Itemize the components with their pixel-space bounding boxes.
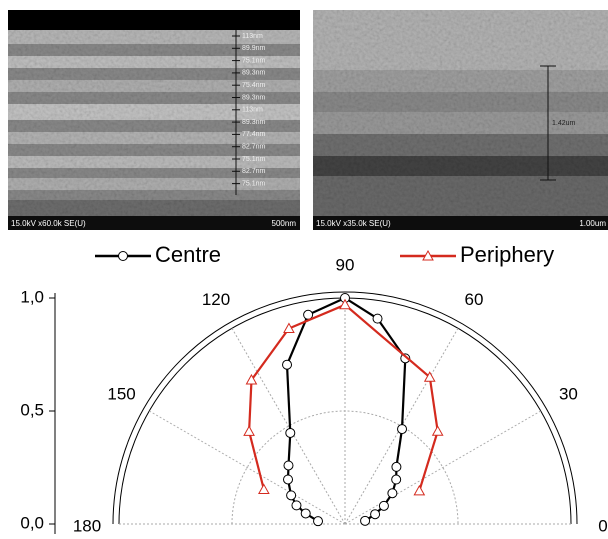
thickness-label: 75.1nm [242, 57, 266, 64]
polar-chart: 0,0 0,5 1,0 0 30 60 90 120 150 180 [20, 255, 607, 534]
figure: 15.0kV x60.0k SE(U) 500nm 15.0kV x35.0k … [0, 0, 608, 534]
grid-line [149, 411, 345, 524]
legend-label: Centre [155, 242, 221, 267]
thickness-label: 75.1nm [242, 156, 266, 163]
marker [388, 489, 397, 498]
marker [392, 475, 401, 484]
marker [433, 426, 443, 435]
series-line [249, 305, 438, 491]
series-line [287, 298, 405, 521]
marker [301, 509, 310, 518]
theta-tick-label: 150 [107, 384, 135, 403]
marker [373, 314, 382, 323]
marker [287, 491, 296, 500]
r-tick-label: 0,0 [20, 513, 44, 532]
thickness-label: 113nm [242, 33, 263, 40]
theta-tick-label: 120 [202, 290, 230, 309]
r-tick-label: 1,0 [20, 287, 44, 306]
marker [284, 475, 293, 484]
thickness-label: 82.7nm [242, 144, 266, 151]
marker [371, 510, 380, 519]
theta-tick-label: 180 [73, 516, 101, 534]
legend-label: Periphery [460, 242, 554, 267]
marker [284, 461, 293, 470]
marker [414, 486, 424, 495]
caption: 15.0kV x60.0k SE(U) [11, 219, 86, 228]
thickness-label: 89.3nm [242, 119, 266, 126]
r-tick-label: 0,5 [20, 400, 44, 419]
marker [259, 485, 269, 494]
scale-label: 1.00um [579, 219, 606, 228]
marker [314, 517, 323, 526]
theta-tick-label: 60 [465, 290, 484, 309]
thickness-label: 82.7nm [242, 168, 266, 175]
thickness-label: 113nm [242, 107, 263, 114]
thickness-label: 89.3nm [242, 94, 266, 101]
grid-line [345, 411, 541, 524]
marker [361, 516, 370, 525]
scale-label: 500nm [272, 219, 297, 228]
thickness-label: 1.42um [552, 120, 576, 127]
thickness-label: 75.4nm [242, 82, 266, 89]
theta-tick-label: 90 [336, 255, 355, 274]
marker [286, 428, 295, 437]
legend-marker [119, 252, 128, 261]
thickness-label: 75.1nm [242, 180, 266, 187]
theta-tick-label: 30 [559, 384, 578, 403]
theta-tick-label: 0 [598, 516, 607, 534]
thickness-label: 89.3nm [242, 70, 266, 77]
caption: 15.0kV x35.0k SE(U) [316, 219, 391, 228]
thickness-label: 77.4nm [242, 131, 266, 138]
marker [398, 425, 407, 434]
marker [283, 360, 292, 369]
marker [392, 462, 401, 471]
marker [244, 426, 254, 435]
marker [379, 501, 388, 510]
thickness-label: 89.9nm [242, 45, 266, 52]
marker [292, 501, 301, 510]
